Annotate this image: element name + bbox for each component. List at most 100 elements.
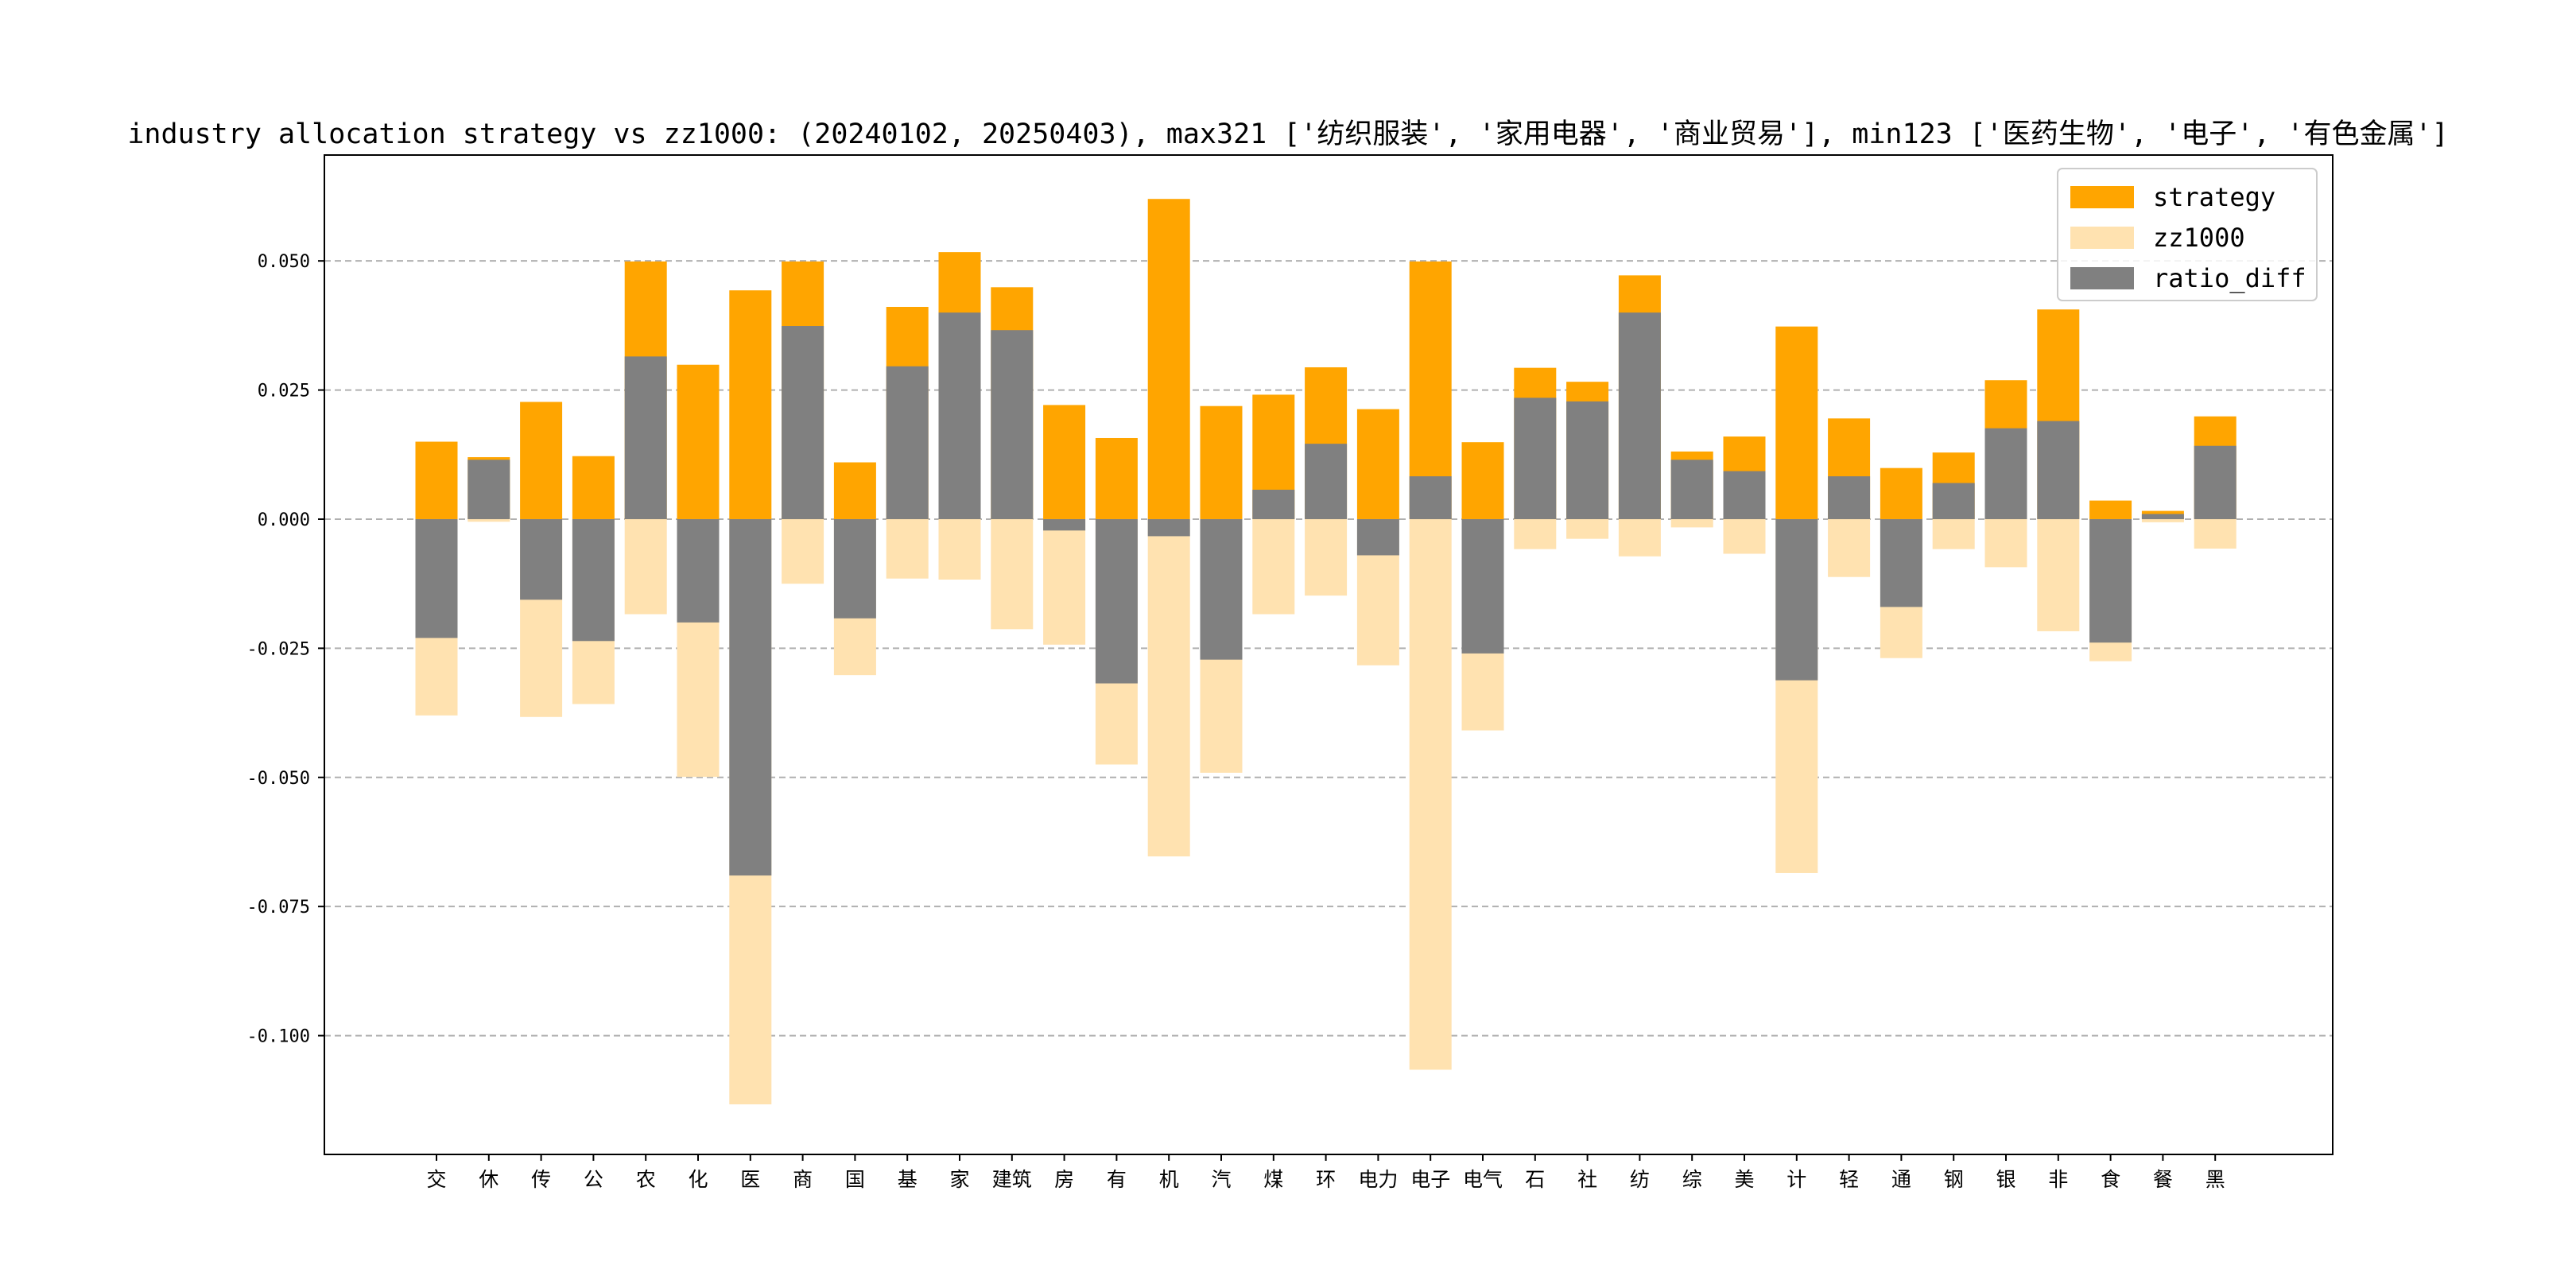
bar-ratio_diff <box>1670 460 1713 519</box>
bar-ratio_diff <box>1356 518 1399 556</box>
bar-zz1000 <box>991 518 1034 630</box>
y-tick-label: 0.025 <box>258 382 310 402</box>
x-tick-label: 通 <box>1891 1168 1911 1191</box>
y-tick-label: 0.050 <box>258 252 310 272</box>
bar-ratio_diff <box>1252 489 1295 519</box>
bar-strategy <box>1200 405 1243 519</box>
bar-strategy <box>1356 409 1399 519</box>
x-tick-label: 钢 <box>1944 1168 1964 1191</box>
bar-zz1000 <box>1514 518 1557 549</box>
bar-ratio_diff <box>1461 518 1504 654</box>
x-tick-label: 美 <box>1734 1168 1754 1191</box>
bar-strategy <box>1409 261 1452 519</box>
x-tick-label: 计 <box>1787 1168 1806 1191</box>
bar-zz1000 <box>467 518 510 522</box>
bar-strategy <box>729 290 772 519</box>
legend-label-strategy: strategy <box>2153 182 2275 212</box>
y-tick-label: -0.025 <box>247 639 310 659</box>
bar-zz1000 <box>1984 518 2027 568</box>
bar-ratio_diff <box>415 518 458 638</box>
x-tick-label: 社 <box>1577 1168 1597 1191</box>
x-tick-label: 交 <box>426 1168 446 1191</box>
x-tick-label: 餐 <box>2153 1168 2173 1191</box>
bar-ratio_diff <box>938 312 981 519</box>
x-tick-label: 基 <box>898 1168 918 1191</box>
chart-title: industry allocation strategy vs zz1000: … <box>127 118 2449 150</box>
bar-strategy <box>677 364 720 519</box>
bar-strategy <box>833 462 876 519</box>
bar-ratio_diff <box>1932 483 1975 519</box>
bar-zz1000 <box>1828 518 1871 577</box>
bar-strategy <box>1095 437 1138 519</box>
bar-strategy <box>1880 467 1922 519</box>
x-tick-label: 银 <box>1996 1168 2015 1191</box>
bar-zz1000 <box>1932 518 1975 549</box>
x-tick-label: 食 <box>2101 1168 2120 1191</box>
bar-ratio_diff <box>2089 518 2132 643</box>
legend-label-ratio_diff: ratio_diff <box>2153 263 2306 293</box>
bar-ratio_diff <box>2037 421 2080 519</box>
bar-ratio_diff <box>1095 518 1138 684</box>
x-tick-label: 汽 <box>1211 1168 1231 1191</box>
x-tick-label: 机 <box>1159 1168 1179 1191</box>
bar-zz1000 <box>1723 518 1766 554</box>
x-tick-label: 家 <box>949 1168 969 1191</box>
legend-swatch-ratio_diff <box>2070 267 2134 289</box>
bar-zz1000 <box>1252 518 1295 615</box>
y-tick-label: 0.000 <box>258 510 310 530</box>
x-tick-label: 建筑 <box>992 1168 1032 1191</box>
bar-ratio_diff <box>1828 476 1871 519</box>
bar-ratio_diff <box>1880 518 1922 607</box>
bar-ratio_diff <box>520 518 563 600</box>
x-tick-label: 轻 <box>1839 1168 1859 1191</box>
bar-ratio_diff <box>467 460 510 519</box>
x-tick-label: 农 <box>636 1168 656 1191</box>
x-tick-label: 煤 <box>1263 1168 1283 1191</box>
bar-ratio_diff <box>1200 518 1243 660</box>
bar-ratio_diff <box>1566 401 1609 519</box>
x-tick-label: 房 <box>1054 1168 1074 1191</box>
legend-swatch-zz1000 <box>2070 227 2134 249</box>
bar-zz1000 <box>886 518 929 579</box>
bar-ratio_diff <box>2194 445 2237 519</box>
bar-ratio_diff <box>1618 312 1661 519</box>
x-tick-label: 电气 <box>1463 1168 1503 1191</box>
bar-ratio_diff <box>2141 514 2184 519</box>
x-tick-label: 公 <box>584 1168 603 1191</box>
bar-ratio_diff <box>1305 444 1348 519</box>
x-tick-label: 电力 <box>1358 1168 1398 1191</box>
bar-zz1000 <box>1305 518 1348 596</box>
x-tick-label: 传 <box>531 1168 551 1191</box>
bar-zz1000 <box>938 518 981 580</box>
legend-label-zz1000: zz1000 <box>2153 223 2245 253</box>
bar-zz1000 <box>2141 518 2184 522</box>
x-tick-label: 电子 <box>1410 1168 1450 1191</box>
bar-strategy <box>1461 442 1504 519</box>
bar-ratio_diff <box>1723 471 1766 519</box>
bar-ratio_diff <box>729 518 772 876</box>
x-tick-label: 纺 <box>1630 1168 1650 1191</box>
bar-ratio_diff <box>1409 476 1452 519</box>
y-tick-label: -0.050 <box>247 769 310 789</box>
bar-strategy <box>572 456 615 519</box>
legend: strategy zz1000 ratio_diff <box>2057 168 2318 301</box>
x-tick-label: 化 <box>688 1168 708 1191</box>
bar-zz1000 <box>2194 518 2237 549</box>
bar-ratio_diff <box>677 518 720 623</box>
bar-zz1000 <box>624 518 667 615</box>
x-tick-label: 综 <box>1682 1168 1702 1191</box>
y-tick-label: -0.075 <box>247 898 310 918</box>
x-tick-label: 石 <box>1525 1168 1545 1191</box>
x-tick-label: 商 <box>793 1168 813 1191</box>
bar-ratio_diff <box>886 366 929 519</box>
bar-ratio_diff <box>1043 518 1086 531</box>
bars <box>415 199 2237 1104</box>
bar-strategy <box>2089 500 2132 519</box>
legend-swatch-strategy <box>2070 186 2134 208</box>
x-tick-label: 非 <box>2048 1168 2068 1191</box>
bar-ratio_diff <box>624 356 667 519</box>
bar-zz1000 <box>782 518 824 584</box>
x-tick-label: 国 <box>845 1168 865 1191</box>
